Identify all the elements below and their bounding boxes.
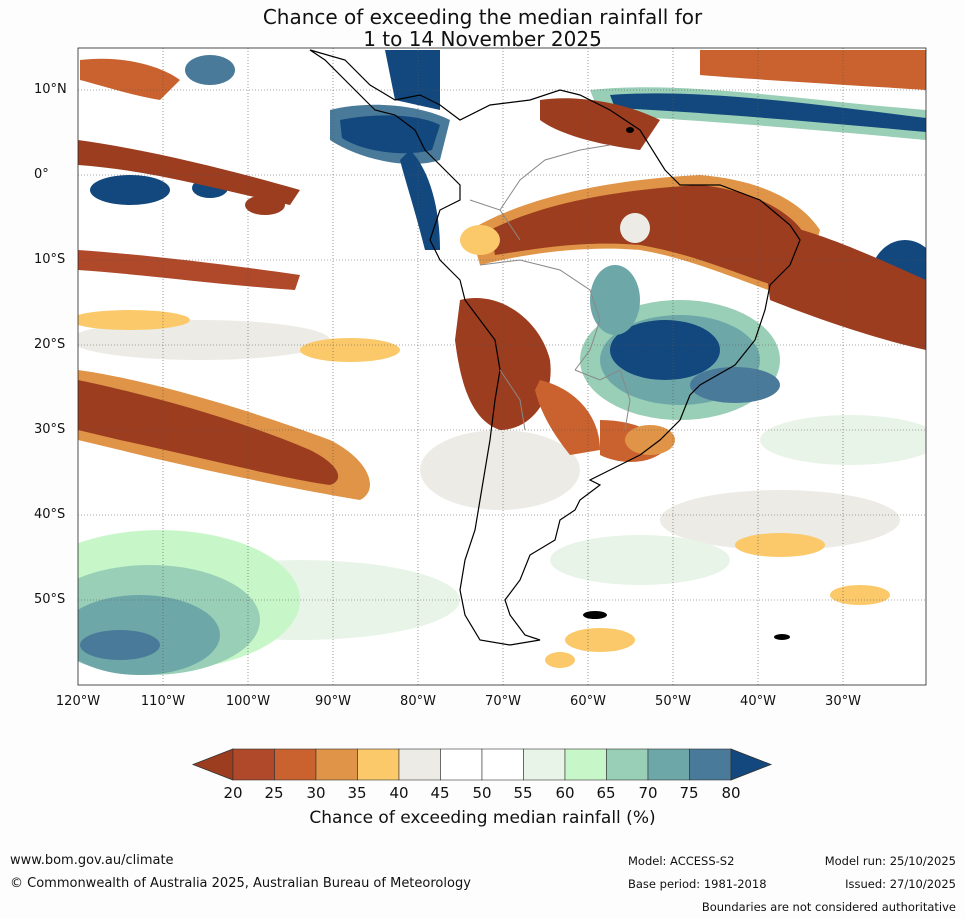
colorbar-tick-label: 25 xyxy=(264,784,284,802)
footer-base-period: Base period: 1981-2018 xyxy=(628,877,767,891)
colorbar-tick-label: 80 xyxy=(721,784,741,802)
chart-title-line1: Chance of exceeding the median rainfall … xyxy=(262,5,703,29)
colorbar-extend-low xyxy=(191,748,234,781)
colorbar-bin xyxy=(481,748,524,781)
lon-label: 30°W xyxy=(825,694,861,709)
footer-model-run: Model run: 25/10/2025 xyxy=(824,854,956,868)
country-borders xyxy=(469,144,631,431)
colorbar-bin xyxy=(689,748,732,781)
lon-label: 120°W xyxy=(55,694,101,709)
colorbar-bin xyxy=(523,748,566,781)
colorbar-extend-high xyxy=(730,748,773,781)
colorbar-tick-label: 30 xyxy=(306,784,326,802)
lat-label: 30°S xyxy=(34,422,66,437)
colorbar-bin xyxy=(647,748,690,781)
lat-label: 20°S xyxy=(34,337,66,352)
lon-label: 60°W xyxy=(570,694,606,709)
colorbar-tick-label: 50 xyxy=(472,784,492,802)
rainfall-map xyxy=(77,47,927,686)
footer-disclaimer: Boundaries are not considered authoritat… xyxy=(701,900,956,914)
lon-label: 70°W xyxy=(485,694,521,709)
colorbar-tick-label: 35 xyxy=(347,784,367,802)
colorbar-tick-label: 65 xyxy=(596,784,616,802)
colorbar-tick-label: 20 xyxy=(223,784,243,802)
graticule xyxy=(78,48,926,685)
wet-region-southwest xyxy=(78,530,300,675)
colorbar-bin xyxy=(398,748,441,781)
lon-label: 40°W xyxy=(740,694,776,709)
lon-label: 100°W xyxy=(225,694,271,709)
chart-title-line2: 1 to 14 November 2025 xyxy=(363,27,602,51)
lat-label: 10°N xyxy=(34,82,67,97)
wet-region-south-brazil xyxy=(580,265,780,420)
dry-region-northern-brazil xyxy=(470,98,820,300)
colorbar-tick-label: 75 xyxy=(679,784,699,802)
lat-label: 40°S xyxy=(34,507,66,522)
lon-label: 90°W xyxy=(315,694,351,709)
colorbar-bin xyxy=(564,748,607,781)
colorbar-bin xyxy=(606,748,649,781)
colorbar-bin xyxy=(357,748,400,781)
footer-model: Model: ACCESS-S2 xyxy=(628,854,735,868)
colorbar-bin xyxy=(232,748,275,781)
footer-copyright: © Commonwealth of Australia 2025, Austra… xyxy=(10,876,471,891)
colorbar-bin xyxy=(274,748,317,781)
lon-label: 110°W xyxy=(140,694,186,709)
colorbar-tick-label: 45 xyxy=(430,784,450,802)
lat-label: 0° xyxy=(34,167,49,182)
colorbar-tick-label: 55 xyxy=(513,784,533,802)
dry-region-equatorial-pacific xyxy=(78,58,300,290)
colorbar-tick-label: 60 xyxy=(555,784,575,802)
lon-label: 50°W xyxy=(655,694,691,709)
moderate-dry-patches xyxy=(78,225,890,668)
wet-region-central-america xyxy=(90,50,450,250)
colorbar-tick-label: 70 xyxy=(638,784,658,802)
footer-issued: Issued: 27/10/2025 xyxy=(845,877,956,891)
coastline xyxy=(309,49,801,646)
lat-label: 10°S xyxy=(34,252,66,267)
colorbar-bin xyxy=(440,748,483,781)
islands xyxy=(583,127,790,640)
footer-url[interactable]: www.bom.gov.au/climate xyxy=(10,853,174,868)
lat-label: 50°S xyxy=(34,592,66,607)
colorbar-label: Chance of exceeding median rainfall (%) xyxy=(309,808,656,828)
colorbar-bin xyxy=(315,748,358,781)
lon-label: 80°W xyxy=(400,694,436,709)
dry-region-southeast-pacific xyxy=(78,370,370,500)
colorbar-tick-label: 40 xyxy=(389,784,409,802)
